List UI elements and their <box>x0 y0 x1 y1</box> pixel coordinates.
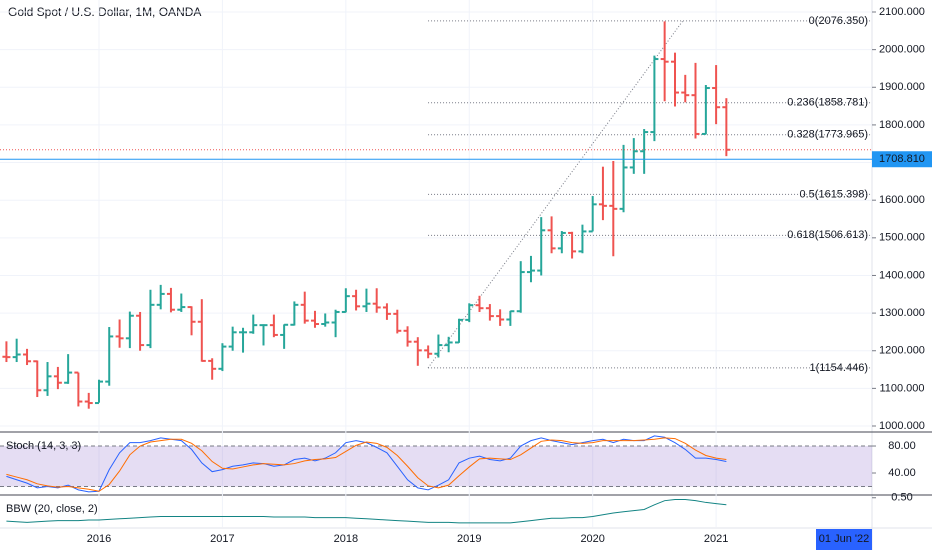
current-price-label: 1708.810 <box>879 153 925 165</box>
y-tick-label: 1600.000 <box>879 194 925 206</box>
y-tick-label: 2100.000 <box>879 6 925 18</box>
band-fill <box>0 446 872 487</box>
fib-label: 0.618(1506.613) <box>787 229 868 241</box>
indicator-title: Stoch (14, 3, 3) <box>6 440 81 452</box>
fib-label: 0.5(1615.398) <box>800 188 869 200</box>
x-tick-label: 2016 <box>87 533 111 545</box>
y-tick-label: 1300.000 <box>879 307 925 319</box>
x-tick-label: 2021 <box>704 533 728 545</box>
y-tick-label: 1800.000 <box>879 119 925 131</box>
y-tick-label: 1100.000 <box>879 382 924 394</box>
fib-label: 0.236(1858.781) <box>787 97 868 109</box>
x-tick-label: 2020 <box>580 533 604 545</box>
y-tick-label: 1200.000 <box>879 345 925 357</box>
indicator-line <box>6 437 727 492</box>
y-tick-label: 1400.000 <box>879 269 925 281</box>
x-tick-label: 2019 <box>457 533 481 545</box>
y-tick-label: 40.00 <box>888 467 916 479</box>
fib-label: 1(1154.446) <box>809 362 868 374</box>
y-tick-label: 1900.000 <box>879 81 925 93</box>
y-tick-label: 2000.000 <box>879 44 925 56</box>
current-price-badge <box>872 151 932 168</box>
x-tick-label: 2018 <box>334 533 358 545</box>
crosshair-date-badge <box>816 529 872 550</box>
y-tick-label: 1000.000 <box>879 420 925 432</box>
y-tick-label: 0.50 <box>891 492 912 504</box>
indicator-line <box>6 499 727 524</box>
indicator-title: BBW (20, close, 2) <box>6 503 98 515</box>
y-tick-label: 80.00 <box>888 440 916 452</box>
y-tick-label: 1500.000 <box>879 232 925 244</box>
x-tick-label: 2017 <box>210 533 234 545</box>
crosshair-date: 01 Jun '22 <box>819 533 869 545</box>
fib-label: 0.328(1773.965) <box>787 129 868 141</box>
fib-label: 0(2076.350) <box>809 15 868 27</box>
